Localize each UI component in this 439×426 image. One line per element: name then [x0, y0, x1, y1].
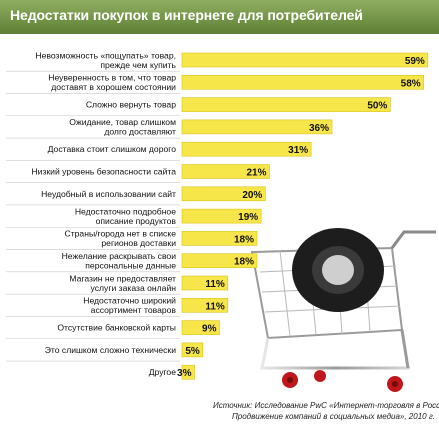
category-label: Неуверенность в том, что товар	[48, 73, 176, 83]
bar	[181, 320, 220, 335]
bar-value-label: 9%	[202, 324, 217, 335]
bar-value-label: 3%	[177, 368, 192, 379]
bar	[181, 186, 266, 202]
category-label: Отсутствие банковской карты	[57, 323, 176, 333]
bar-value-label: 59%	[405, 56, 425, 67]
category-label: прежде чем купить	[100, 60, 176, 70]
source-line-2: Продвижение компаний в социальных медиа»…	[231, 412, 435, 421]
category-label: услуги заказа онлайн	[91, 283, 177, 293]
category-label: Доставка стоит слишком дорого	[48, 144, 177, 154]
bar-value-label: 36%	[309, 123, 329, 134]
category-label: Низкий уровень безопасности сайта	[31, 167, 176, 177]
bar-value-label: 19%	[238, 212, 258, 223]
category-label: Невозможность «пощупать» товар,	[35, 50, 176, 60]
bar	[181, 97, 391, 112]
category-label: Нежелание раскрывать свои	[62, 251, 177, 261]
bar-value-label: 18%	[234, 257, 254, 268]
category-label: Это слишком сложно технически	[45, 345, 176, 355]
bar-value-label: 5%	[185, 346, 200, 357]
bar	[181, 342, 204, 358]
category-label: описание продуктов	[96, 216, 177, 226]
category-label: Недостаточно подробное	[75, 206, 176, 216]
chart-title: Недостатки покупок в интернете для потре…	[10, 7, 363, 23]
category-label: Другое	[149, 367, 177, 377]
bar	[181, 275, 229, 291]
category-label: доставят в хорошем состоянии	[51, 82, 176, 92]
bar	[181, 297, 229, 313]
bar-value-label: 50%	[367, 101, 387, 112]
bar-value-label: 11%	[205, 301, 225, 312]
category-label: Недостаточно широкий	[83, 296, 176, 306]
bar	[181, 75, 424, 90]
bar-value-label: 21%	[246, 168, 266, 179]
category-label: долго доставляют	[104, 127, 176, 137]
bar	[181, 364, 195, 380]
bar-value-label: 11%	[205, 279, 225, 290]
category-label: Магазин не предоставляет	[69, 273, 176, 283]
category-label: Сложно вернуть товар	[86, 100, 176, 110]
category-label: регионов доставки	[101, 238, 176, 248]
bar-value-label: 18%	[234, 234, 254, 245]
bar-value-label: 31%	[288, 145, 308, 156]
source-line-1: Источник: Исследование PwC «Интернет-тор…	[213, 401, 439, 410]
bar	[181, 164, 270, 179]
category-label: Неудобный в использовании сайт	[41, 189, 176, 199]
category-label: персональные данные	[85, 260, 176, 270]
bar	[181, 231, 258, 246]
category-label: Ожидание, товар слишком	[69, 117, 176, 127]
bar	[181, 119, 333, 135]
chart-header: Недостатки покупок в интернете для потре…	[0, 0, 439, 34]
category-label: Страны/города нет в списке	[65, 229, 177, 239]
bar	[181, 52, 429, 68]
bar-value-label: 58%	[401, 78, 421, 89]
bar-value-label: 20%	[242, 190, 262, 201]
bar	[181, 253, 258, 268]
category-label: ассортимент товаров	[91, 305, 177, 315]
bar	[181, 208, 262, 224]
bar	[181, 141, 312, 157]
